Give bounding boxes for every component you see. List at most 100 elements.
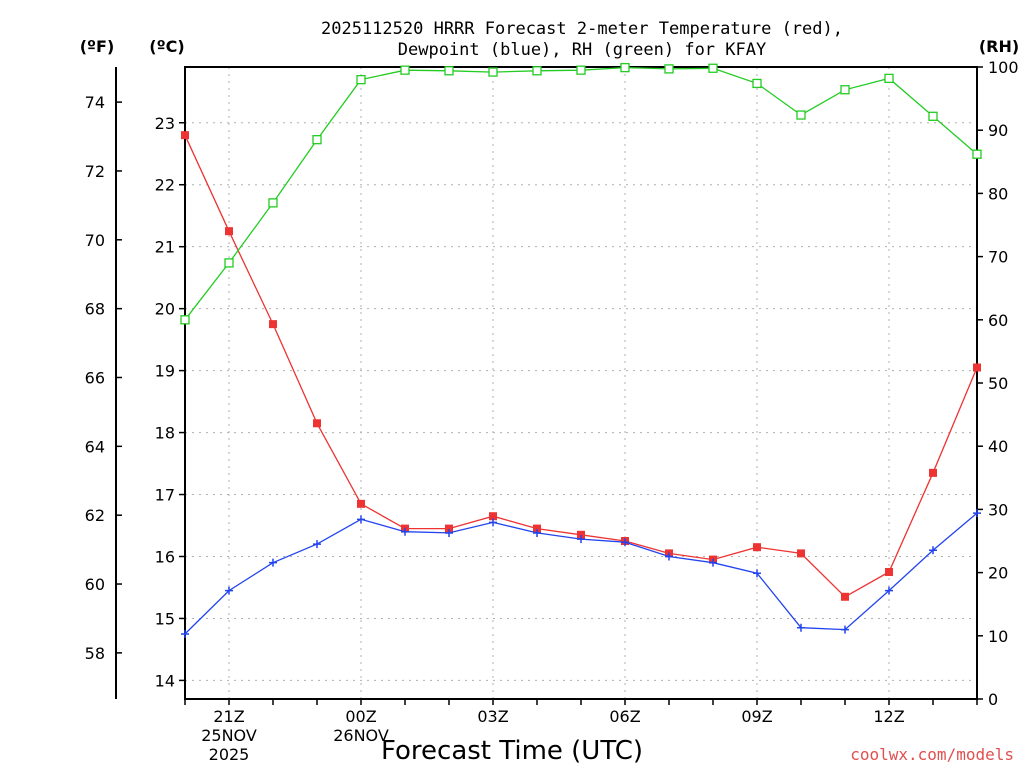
fahrenheit-axis-header: (ºF) (80, 37, 115, 56)
chart-title-line2: Dewpoint (blue), RH (green) for KFAY (398, 40, 766, 60)
plot-gridlines (185, 67, 977, 699)
fahrenheit-tick-label: 66 (85, 368, 105, 387)
rh-point (928, 111, 938, 121)
fahrenheit-tick-label: 62 (85, 506, 105, 525)
celsius-tick-label: 19 (155, 362, 175, 381)
rh-point (444, 66, 454, 76)
celsius-tick-label: 22 (155, 176, 175, 195)
x-tick-label: 26NOV (333, 726, 389, 745)
rh-point (752, 78, 762, 89)
fahrenheit-tick-label: 70 (85, 231, 105, 250)
dewpoint-point (797, 623, 805, 632)
rh-tick-label: 40 (988, 437, 1008, 456)
temperature-point (973, 363, 981, 372)
rh-tick-label: 0 (988, 690, 998, 709)
rh-point (488, 67, 498, 77)
dewpoint-point (665, 552, 673, 561)
x-tick-label: 2025 (209, 745, 250, 764)
celsius-tick-label: 21 (155, 238, 175, 257)
temperature-point (753, 543, 761, 552)
temperature-point (797, 549, 805, 558)
dewpoint-point (885, 586, 893, 595)
dewpoint-point (357, 515, 365, 524)
celsius-tick-label: 17 (155, 486, 175, 505)
dewpoint-point (709, 558, 717, 567)
dewpoint-point (269, 558, 277, 567)
dewpoint-point (401, 527, 409, 536)
temperature-point (929, 468, 937, 477)
rh-point (884, 73, 894, 84)
celsius-tick-label: 15 (155, 609, 175, 628)
rh-tick-label: 20 (988, 564, 1008, 583)
temperature-point (357, 499, 365, 508)
rh-point (224, 258, 234, 268)
celsius-tick-label: 14 (155, 671, 175, 690)
rh-point (576, 65, 586, 75)
dewpoint-point (621, 538, 629, 547)
rh-point (268, 198, 278, 208)
x-tick-label: 12Z (873, 707, 904, 726)
dewpoint-point (489, 518, 497, 527)
rh-tick-label: 90 (988, 121, 1008, 140)
rh-tick-label: 50 (988, 374, 1008, 393)
rh-tick-label: 10 (988, 627, 1008, 646)
temperature-point (313, 419, 321, 428)
plot-frame (184, 66, 978, 700)
x-tick-label: 25NOV (201, 726, 257, 745)
data-series (180, 62, 982, 638)
fahrenheit-tick-label: 74 (85, 93, 105, 112)
celsius-tick-label: 16 (155, 547, 175, 566)
rh-point (312, 135, 322, 145)
temperature-point (269, 320, 277, 329)
fahrenheit-tick-label: 68 (85, 300, 105, 319)
celsius-tick-label: 18 (155, 424, 175, 443)
celsius-tick-label: 20 (155, 300, 175, 319)
celsius-tick-label: 23 (155, 114, 175, 133)
fahrenheit-tick-label: 72 (85, 162, 105, 181)
temperature-point (225, 227, 233, 236)
rh-axis-header: (RH) (979, 37, 1019, 56)
fahrenheit-tick-label: 64 (85, 437, 105, 456)
x-tick-label: 00Z (345, 707, 376, 726)
rh-tick-label: 80 (988, 184, 1008, 203)
dewpoint-point (841, 625, 849, 634)
temperature-point (885, 567, 893, 576)
fahrenheit-tick-label: 58 (85, 644, 105, 663)
rh-tick-label: 70 (988, 248, 1008, 267)
dewpoint-point (929, 546, 937, 555)
rh-point (840, 85, 850, 95)
fahrenheit-tick-label: 60 (85, 575, 105, 594)
dewpoint-point (577, 535, 585, 544)
x-tick-label: 09Z (741, 707, 772, 726)
rh-point (532, 66, 542, 76)
x-tick-label: 03Z (477, 707, 508, 726)
temperature-point (445, 524, 453, 533)
rh-point (356, 74, 366, 85)
rh-line (184, 66, 978, 321)
y-axis-ticks: 14 15 16 17 18 19 20 21 22 23 58 60 62 64 66 68 70 72 74 0 1… (85, 58, 1019, 709)
dewpoint-point (753, 569, 761, 578)
temperature-point (489, 512, 497, 521)
dewpoint-point (313, 540, 321, 549)
rh-point (972, 149, 982, 159)
rh-point (796, 110, 806, 120)
temperature-point (533, 524, 541, 533)
temperature-point (181, 131, 189, 140)
rh-tick-label: 60 (988, 311, 1008, 330)
temperature-point (577, 530, 585, 539)
rh-point (180, 315, 190, 325)
dewpoint-point (533, 528, 541, 537)
dewpoint-point (225, 586, 233, 595)
rh-point (620, 62, 630, 73)
temperature-line (184, 134, 978, 598)
dewpoint-point (181, 629, 189, 638)
chart-title-line1: 2025112520 HRRR Forecast 2-meter Tempera… (321, 19, 843, 39)
rh-point (708, 63, 718, 73)
dewpoint-point (445, 528, 453, 537)
credit-text: coolwx.com/models (850, 745, 1014, 764)
rh-tick-label: 30 (988, 500, 1008, 519)
rh-point (400, 65, 410, 75)
rh-tick-label: 100 (988, 58, 1019, 77)
